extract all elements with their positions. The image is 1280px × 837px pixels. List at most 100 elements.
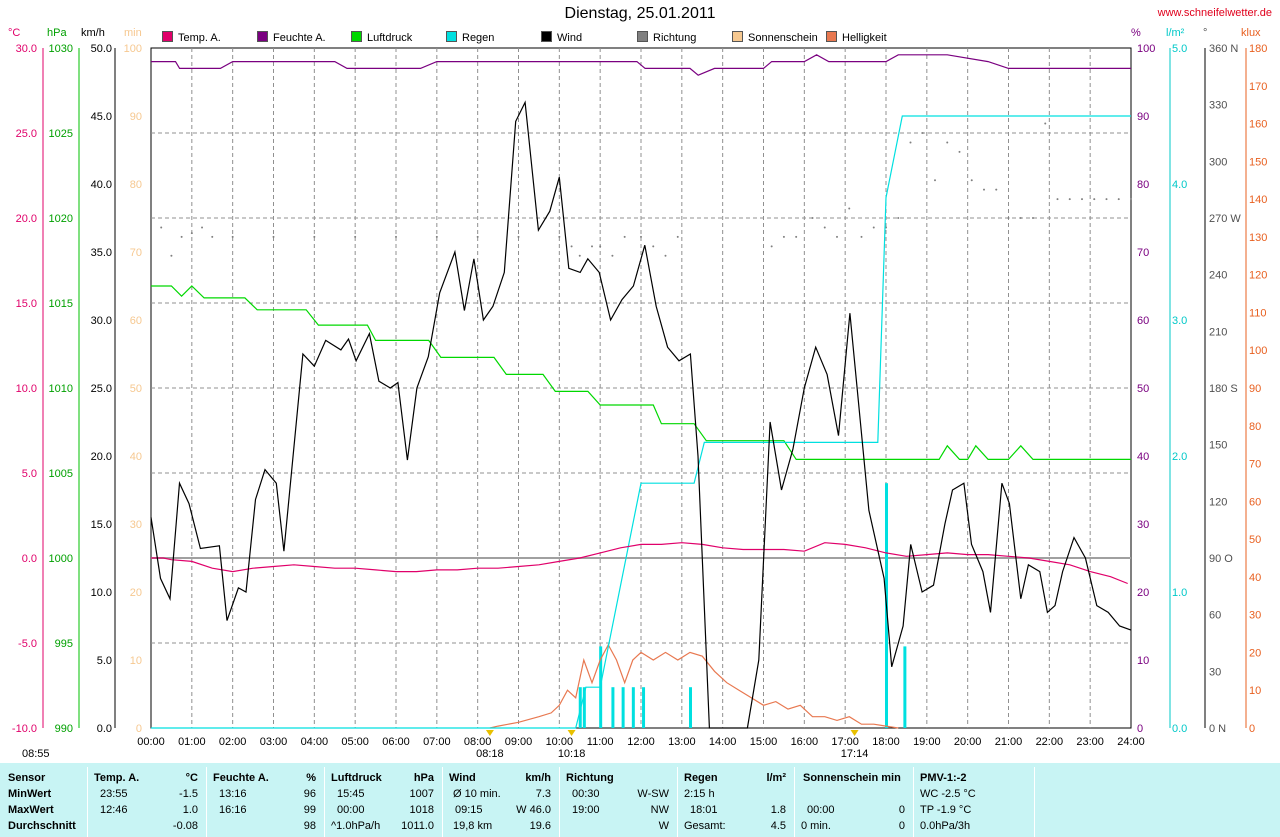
lux-tick-label: 110 — [1249, 307, 1267, 319]
lux-tick-label: 170 — [1249, 81, 1267, 93]
lux-tick-label: 50 — [1249, 534, 1261, 546]
wind-tick-label: 40.0 — [91, 179, 112, 191]
legend-item-direction[interactable]: Richtung — [637, 31, 696, 44]
direction-point — [872, 226, 875, 229]
direction-point — [1007, 217, 1010, 219]
rain-tick-label: 0.0 — [1172, 723, 1187, 735]
sun-marker-icon — [567, 730, 576, 736]
time-tick-label: 24:00 — [1117, 736, 1145, 748]
pressure-tick-label: 1000 — [49, 553, 73, 565]
pressure-tick-label: 1020 — [49, 213, 73, 225]
legend-item-sunshine[interactable]: Sonnenschein — [732, 31, 818, 44]
cell-value: NW — [650, 804, 669, 816]
wind-line — [150, 100, 1132, 729]
direction-tick-label: 120 — [1209, 496, 1227, 508]
humidity-tick-label: 90 — [1137, 111, 1149, 123]
cell-value: W 46.0 — [516, 804, 551, 816]
direction-point — [848, 207, 851, 210]
legend-item-wind[interactable]: Wind — [541, 31, 582, 44]
col-unit: km/h — [525, 772, 551, 784]
sunmin-tick-label: 90 — [130, 111, 142, 123]
direction-point — [591, 245, 593, 248]
time-tick-label: 02:00 — [219, 736, 247, 748]
direction-point — [623, 235, 626, 238]
cell-time: 00:00 — [337, 804, 365, 816]
sunmin-tick-label: 20 — [130, 587, 142, 599]
col-header: Sensor — [8, 772, 46, 784]
col-unit: % — [306, 772, 316, 784]
direction-point — [1093, 198, 1096, 201]
legend-label: Luftdruck — [367, 32, 413, 44]
humidity-tick-label: 40 — [1137, 451, 1149, 463]
cell-time: 0.0hPa/3h — [920, 820, 971, 832]
direction-tick-label: 300 — [1209, 156, 1227, 168]
direction-point — [190, 232, 193, 235]
temp-tick-label: 25.0 — [16, 128, 37, 140]
direction-point — [1056, 198, 1059, 201]
rain-bar — [642, 687, 646, 728]
legend-item-rain[interactable]: Regen — [446, 31, 494, 44]
legend-item-humidity[interactable]: Feuchte A. — [257, 31, 326, 44]
pressure-tick-label: 1030 — [49, 43, 73, 55]
chart-title: Dienstag, 25.01.2011 — [564, 5, 716, 22]
pressure-tick-label: 1025 — [49, 128, 73, 140]
direction-tick-label: 360 N — [1209, 43, 1238, 55]
direction-point — [1081, 198, 1083, 201]
time-tick-label: 18:00 — [872, 736, 900, 748]
col-temp: Temp. A. °C 23:55 -1.5 12:46 1.0 -0.08 — [88, 763, 206, 837]
column-divider — [442, 767, 443, 837]
col-sunshine: Sonnenschein min 00:00 0 0 min. 0 — [795, 763, 913, 837]
rain-bar — [903, 646, 907, 728]
direction-point — [1105, 198, 1108, 201]
cell-time: WC -2.5 °C — [920, 788, 976, 800]
direction-point — [599, 245, 602, 248]
legend-swatch — [162, 31, 173, 42]
sunmin-tick-label: 10 — [130, 655, 142, 667]
time-tick-label: 07:00 — [423, 736, 451, 748]
direction-point — [823, 226, 826, 229]
direction-point — [676, 235, 679, 238]
col-pressure: Luftdruck hPa 15:45 1007 00:00 1018 ^1.0… — [325, 763, 442, 837]
pressure-tick-label: 1010 — [49, 383, 73, 395]
cell-value: W — [658, 820, 669, 832]
column-divider — [206, 767, 207, 837]
legend-item-brightness[interactable]: Helligkeit — [826, 31, 887, 44]
sunmin-tick-label: 100 — [124, 43, 142, 55]
direction-point — [652, 245, 655, 248]
column-divider — [677, 767, 678, 837]
row-label-min: MinWert — [8, 788, 52, 800]
wind-tick-label: 5.0 — [97, 655, 112, 667]
legend-swatch — [637, 31, 648, 42]
col-unit: hPa — [413, 772, 434, 784]
site-link[interactable]: www.schneifelwetter.de — [1157, 7, 1272, 19]
time-tick-label: 14:00 — [709, 736, 737, 748]
cell-time: 23:55 — [100, 788, 128, 800]
humidity-tick-label: 0 — [1137, 723, 1143, 735]
time-tick-label: 01:00 — [178, 736, 206, 748]
cell-value: 4.5 — [770, 820, 786, 832]
cell-value: 98 — [303, 820, 316, 832]
cell-value: W-SW — [637, 788, 669, 800]
direction-point — [970, 179, 973, 182]
humidity-tick-label: 20 — [1137, 587, 1149, 599]
rain-tick-label: 2.0 — [1172, 451, 1187, 463]
cell-time: 09:15 — [455, 804, 483, 816]
direction-point — [983, 188, 985, 191]
legend-item-pressure[interactable]: Luftdruck — [351, 31, 412, 44]
direction-point — [934, 179, 936, 182]
temp-axis-unit: °C — [8, 27, 20, 39]
pressure-line — [151, 285, 1131, 460]
col-unit: °C — [185, 772, 198, 784]
lux-tick-label: 40 — [1249, 572, 1261, 584]
legend-swatch — [541, 31, 552, 42]
time-tick-label: 05:00 — [341, 736, 369, 748]
lux-tick-label: 70 — [1249, 459, 1261, 471]
legend-item-temp[interactable]: Temp. A. — [162, 31, 221, 44]
cell-time: TP -1.9 °C — [920, 804, 972, 816]
time-marker-label: 17:14 — [841, 748, 869, 760]
time-marker-label: 10:18 — [558, 748, 586, 760]
cell-value: -1.5 — [179, 788, 198, 800]
rain-bar — [611, 687, 615, 728]
temp-tick-label: -5.0 — [18, 638, 37, 650]
cell-value: 96 — [303, 788, 316, 800]
